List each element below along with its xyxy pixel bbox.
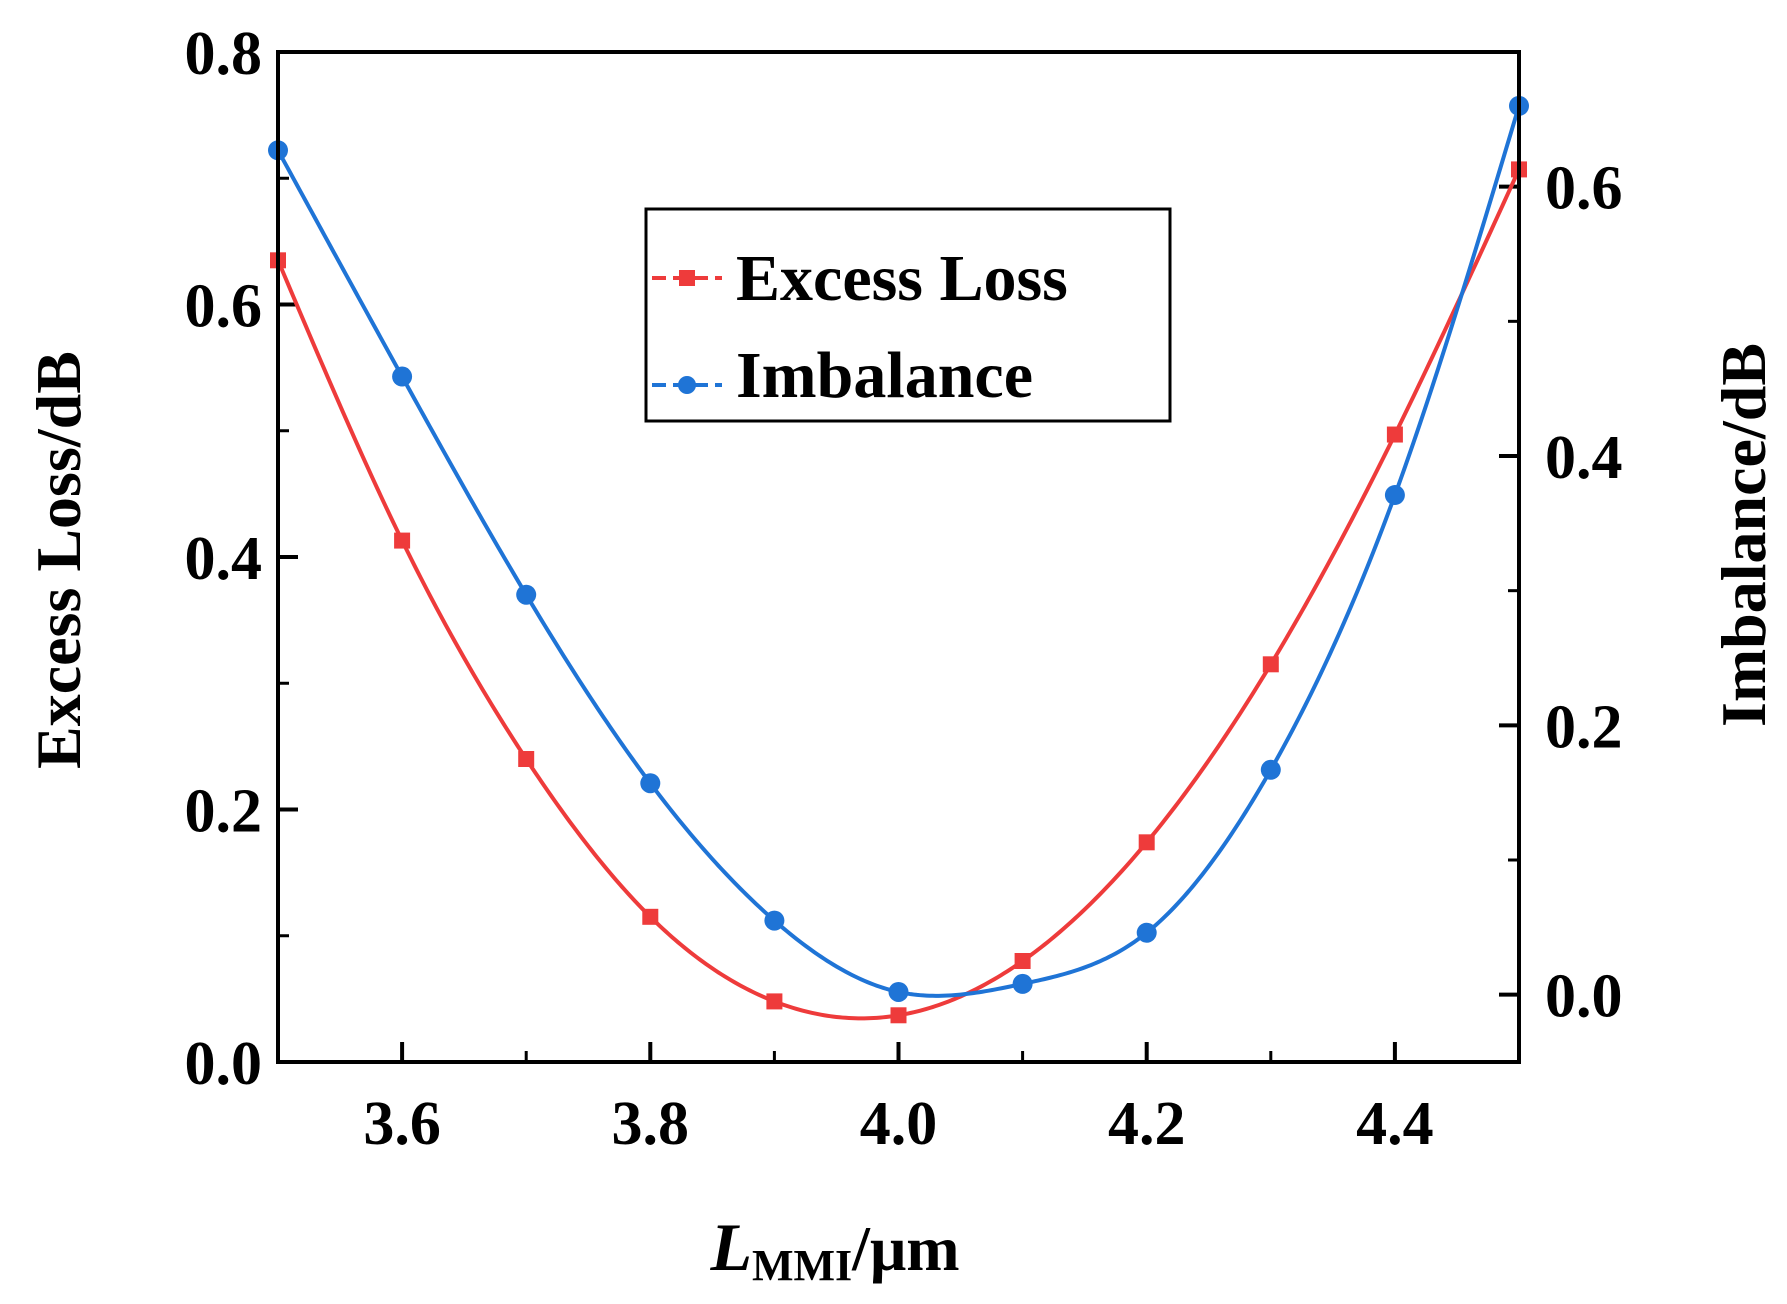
legend-box: [644, 207, 1172, 423]
x-tick-label: 4.4: [1356, 1090, 1434, 1158]
legend: Excess Loss Imbalance: [644, 207, 1172, 423]
series-layer: [268, 95, 1529, 1024]
y-right-tick-label: 0.0: [1545, 963, 1623, 1031]
data-point-imbalance: [764, 910, 785, 931]
data-point-imbalance: [1136, 922, 1157, 943]
data-point-excess-loss: [1386, 426, 1403, 443]
y-left-tick-label: 0.4: [185, 525, 263, 593]
y-right-tick-labels: 0.0 0.2 0.4 0.6: [1545, 155, 1623, 1031]
data-point-excess-loss: [394, 532, 411, 549]
y-left-tick-label: 0.8: [185, 20, 263, 88]
y-right-axis-title: Imbalance/dB: [1708, 343, 1779, 727]
y-right-tick-label: 0.4: [1545, 424, 1623, 492]
y-left-tick-label: 0.6: [185, 273, 263, 341]
legend-marker-excess-loss: [679, 270, 695, 286]
x-tick-label: 4.2: [1108, 1090, 1186, 1158]
data-point-excess-loss: [766, 993, 783, 1010]
data-point-excess-loss: [1138, 834, 1155, 851]
x-tick-label: 3.8: [612, 1090, 690, 1158]
data-point-imbalance: [888, 981, 909, 1002]
y-right-tick-label: 0.2: [1545, 693, 1623, 761]
x-axis-title-subscript: MMI: [752, 1241, 852, 1290]
y-left-tick-labels: 0.0 0.2 0.4 0.6 0.8: [185, 20, 263, 1098]
x-tick-label: 3.6: [363, 1090, 441, 1158]
plot-frame: [276, 50, 1521, 1064]
y-right-tick-label: 0.6: [1545, 155, 1623, 223]
data-point-excess-loss: [642, 908, 659, 925]
data-point-imbalance: [392, 366, 413, 387]
x-axis-title: LMMI/μm: [709, 1209, 959, 1290]
legend-item-imbalance: Imbalance: [652, 339, 1033, 412]
legend-item-excess-loss: Excess Loss: [652, 242, 1068, 315]
data-point-imbalance: [640, 773, 661, 794]
data-point-excess-loss: [1014, 953, 1031, 969]
data-point-imbalance: [1384, 485, 1405, 506]
data-point-excess-loss: [1262, 656, 1279, 673]
x-axis-title-unit: /μm: [851, 1213, 959, 1284]
legend-label-imbalance: Imbalance: [736, 339, 1033, 412]
data-point-imbalance: [516, 584, 537, 605]
y-left-tick-label: 0.0: [185, 1030, 263, 1098]
x-axis-title-main: L: [709, 1209, 752, 1285]
x-tick-labels: 3.6 3.8 4.0 4.2 4.4: [363, 1090, 1433, 1158]
y-left-tick-label: 0.2: [185, 778, 263, 846]
legend-label-excess-loss: Excess Loss: [736, 242, 1068, 315]
y-left-axis-title: Excess Loss/dB: [23, 351, 94, 769]
data-point-imbalance: [1260, 759, 1281, 780]
data-point-imbalance: [1012, 973, 1033, 994]
x-tick-label: 4.0: [860, 1090, 938, 1158]
data-point-excess-loss: [890, 1007, 907, 1024]
legend-marker-imbalance: [678, 376, 696, 394]
data-point-excess-loss: [518, 751, 535, 767]
